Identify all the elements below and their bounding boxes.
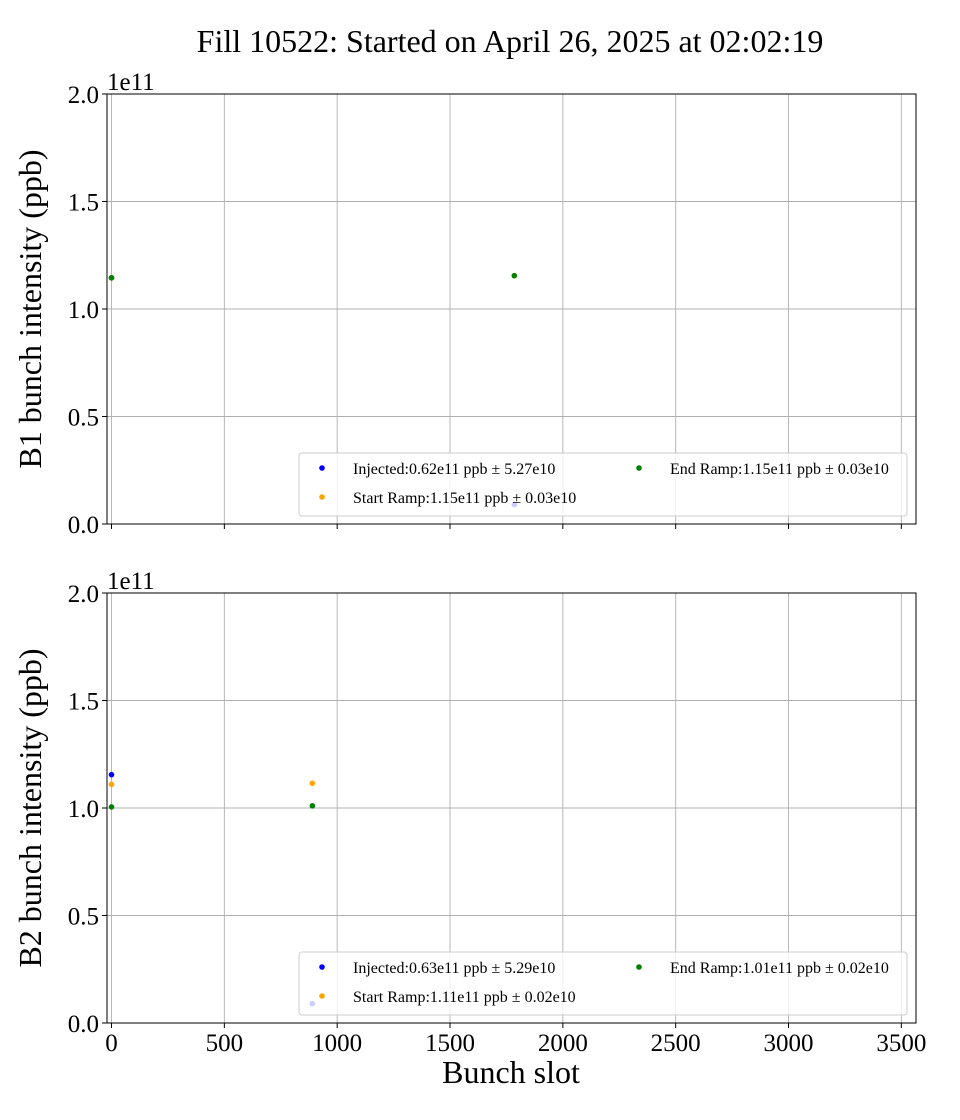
y-tick-label: 1.5	[68, 190, 99, 217]
legend-marker	[319, 993, 325, 999]
x-tick-label: 3500	[876, 1030, 926, 1057]
x-tick-label: 0	[105, 1030, 118, 1057]
y-tick-label: 0.5	[68, 405, 99, 432]
data-point	[309, 780, 316, 787]
y-tick-label: 0.5	[68, 904, 99, 931]
plot-frame	[106, 592, 917, 1024]
x-tick-label: 500	[206, 1030, 244, 1057]
x-tick-label: 3000	[764, 1030, 814, 1057]
legend-label: End Ramp:1.01e11 ppb ± 0.02e10	[670, 960, 889, 977]
y-axis-label: B2 bunch intensity (ppb)	[12, 648, 48, 967]
legend-marker	[636, 964, 642, 970]
legend-marker	[319, 964, 325, 970]
y-axis-label: B1 bunch intensity (ppb)	[12, 149, 48, 468]
data-point	[108, 771, 115, 778]
y-tick-label: 2.0	[68, 82, 99, 109]
legend-marker	[319, 494, 325, 500]
y-tick-label: 0.0	[68, 1011, 99, 1038]
x-tick-label: 2500	[651, 1030, 701, 1057]
y-offset-label: 1e11	[107, 568, 155, 595]
y-tick-label: 0.0	[68, 512, 99, 539]
x-tick-label: 2000	[538, 1030, 588, 1057]
data-point	[511, 272, 518, 279]
data-point	[108, 781, 115, 788]
legend-label: Injected:0.62e11 ppb ± 5.27e10	[353, 461, 555, 478]
data-point	[108, 804, 115, 810]
x-tick-label: 1000	[312, 1030, 362, 1057]
y-tick-label: 1.5	[68, 689, 99, 716]
legend-box	[298, 452, 908, 517]
legend-label: Start Ramp:1.15e11 ppb ± 0.03e10	[353, 490, 576, 507]
x-tick-label: 1500	[425, 1030, 475, 1057]
legend-label: End Ramp:1.15e11 ppb ± 0.03e10	[670, 461, 889, 478]
panel-b2: 0 500 1000 1500 2000 2500 3000 3500 0.0 0.5 1.0 1.5…	[12, 568, 926, 1057]
legend-marker	[636, 465, 642, 471]
legend-label: Injected:0.63e11 ppb ± 5.29e10	[353, 960, 555, 977]
legend-label: Start Ramp:1.11e11 ppb ± 0.02e10	[353, 989, 576, 1006]
y-tick-label: 2.0	[68, 581, 99, 608]
y-tick-label: 1.0	[68, 297, 99, 324]
x-axis-label: Bunch slot	[442, 1054, 580, 1090]
data-point	[108, 275, 115, 281]
y-tick-label: 1.0	[68, 796, 99, 823]
plot-frame	[106, 93, 917, 525]
y-offset-label: 1e11	[107, 69, 155, 96]
legend-marker	[319, 465, 325, 471]
data-point	[309, 803, 316, 809]
figure-title: Fill 10522: Started on April 26, 2025 at…	[197, 23, 824, 59]
panel-b1: 0.0 0.5 1.0 1.5 2.0 1e11 B1 bunch intensity (p…	[12, 69, 917, 539]
legend-box	[298, 951, 908, 1016]
